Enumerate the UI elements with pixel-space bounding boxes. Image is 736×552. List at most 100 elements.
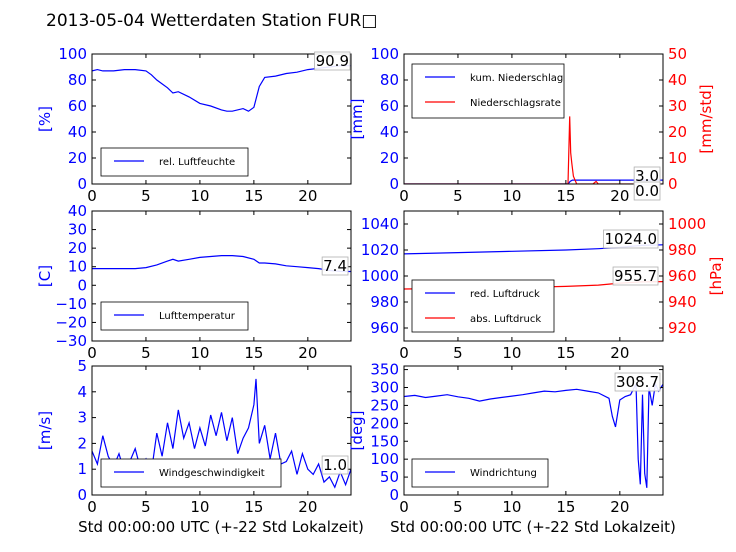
value-annotation: 7.4 (323, 257, 347, 275)
annotation-box (633, 181, 661, 201)
legend-box (100, 301, 249, 331)
legend-entry: Windrichtung (470, 468, 537, 479)
annotation-box (612, 266, 659, 286)
y-tick-label: 0 (77, 175, 87, 193)
y-tick-label: 960 (370, 319, 399, 337)
x-tick-label: 15 (244, 344, 263, 362)
annotation-box (321, 455, 349, 475)
series-line-1 (92, 65, 351, 112)
x-tick-label: 0 (87, 498, 97, 516)
y-tick-label: 350 (370, 361, 399, 379)
plot-frame (91, 210, 352, 342)
x-tick-label: 20 (298, 187, 317, 205)
legend: Windgeschwindigkeit (100, 458, 282, 488)
legend: Lufttemperatur (100, 301, 249, 331)
legend-entry: rel. Luftfeuchte (159, 157, 235, 168)
y-tick-label: 200 (370, 414, 399, 432)
y-tick-label-right: 980 (668, 241, 697, 259)
x-tick-label: 10 (190, 187, 209, 205)
series-line-1 (404, 381, 663, 488)
annotation-box (603, 229, 659, 249)
y-tick-label-right: 10 (668, 149, 687, 167)
legend-entry: kum. Niederschlag (470, 73, 563, 84)
x-tick-label: 10 (502, 344, 521, 362)
x-tick-label: 10 (502, 187, 521, 205)
x-tick-label: 15 (556, 344, 575, 362)
y-axis-label-right: [hPa] (707, 257, 725, 296)
legend: Windrichtung (411, 458, 549, 488)
x-tick-label: 5 (141, 498, 151, 516)
y-tick-label: 0 (389, 175, 399, 193)
y-tick-label: 250 (370, 396, 399, 414)
panel-5: 0 5 10 15 20 0 1 2 3 4 5 [m/s] Windgeschwindigkeit 1.… (36, 357, 352, 516)
x-tick-label: 10 (190, 344, 209, 362)
y-tick-label-right: 960 (668, 267, 697, 285)
x-tick-label: 20 (610, 498, 629, 516)
y-tick-label: −30 (55, 332, 87, 350)
y-tick-label: 0 (77, 486, 87, 504)
y-tick-label-right: 940 (668, 293, 697, 311)
y-tick-label: 40 (68, 123, 87, 141)
y-tick-label: 4 (77, 383, 87, 401)
y-axis-label: [%] (36, 106, 54, 132)
y-tick-label: −10 (55, 295, 87, 313)
y-tick-label: 20 (380, 149, 399, 167)
value-annotation: 955.7 (614, 267, 657, 285)
y-tick-label: 3 (77, 409, 87, 427)
y-tick-label-right: 920 (668, 319, 697, 337)
x-tick-label: 5 (453, 498, 463, 516)
plot-frame (403, 365, 664, 496)
x-tick-label: 20 (298, 344, 317, 362)
legend-box (411, 458, 549, 488)
value-annotation: 1.0 (323, 456, 347, 474)
y-tick-label: 1020 (361, 241, 399, 259)
y-axis-label: [deg] (348, 411, 366, 451)
x-tick-label: 15 (556, 498, 575, 516)
y-tick-label-right: 50 (668, 45, 687, 63)
legend-entry: Lufttemperatur (159, 311, 236, 322)
y-tick-label: −20 (55, 313, 87, 331)
y-tick-label: 150 (370, 432, 399, 450)
x-axis-label-right: Std 00:00:00 UTC (+-22 Std Lokalzeit) (390, 518, 676, 536)
x-tick-label: 0 (399, 498, 409, 516)
y-tick-label-right: 1000 (668, 215, 706, 233)
y-tick-label: 1000 (361, 267, 399, 285)
legend-entry: Windgeschwindigkeit (159, 468, 265, 479)
legend: kum. Niederschlag Niederschlagsrate (411, 63, 565, 119)
y-tick-label-right: 30 (668, 97, 687, 115)
y-axis-label: [m/s] (36, 411, 54, 450)
y-tick-label: 80 (68, 71, 87, 89)
series-line-1 (92, 255, 351, 273)
x-tick-label: 20 (610, 187, 629, 205)
panel-3: 0 5 10 15 20−30−20−10010203040[C]Lufttempera… (36, 202, 352, 362)
x-tick-label: 5 (141, 187, 151, 205)
x-tick-label: 5 (453, 344, 463, 362)
y-tick-label: 1040 (361, 215, 399, 233)
x-tick-label: 0 (87, 187, 97, 205)
x-tick-label: 15 (244, 498, 263, 516)
x-tick-label: 0 (87, 344, 97, 362)
y-tick-label: 0 (77, 276, 87, 294)
plot-frame (91, 365, 352, 496)
panel-6: 0 5 10 15 20050100150200250300350[deg]Windri… (348, 361, 664, 516)
value-annotation: 0.0 (635, 182, 659, 200)
x-tick-label: 20 (298, 498, 317, 516)
y-tick-label: 0 (389, 486, 399, 504)
y-tick-label: 80 (380, 71, 399, 89)
y-tick-label: 40 (380, 123, 399, 141)
y-tick-label: 100 (370, 45, 399, 63)
y-axis-label: [C] (36, 265, 54, 287)
plot-frame (403, 53, 664, 185)
y-tick-label-right: 40 (668, 71, 687, 89)
y-tick-label: 100 (58, 45, 87, 63)
legend-entry: abs. Luftdruck (470, 314, 541, 325)
legend: rel. Luftfeuchte (100, 147, 249, 177)
value-annotation: 1024.0 (605, 230, 658, 248)
y-tick-label: 30 (68, 221, 87, 239)
legend-entry: red. Luftdruck (470, 289, 540, 300)
value-annotation: 308.7 (616, 373, 659, 391)
annotation-box (614, 372, 661, 392)
legend-box (100, 458, 282, 488)
x-tick-label: 0 (399, 344, 409, 362)
